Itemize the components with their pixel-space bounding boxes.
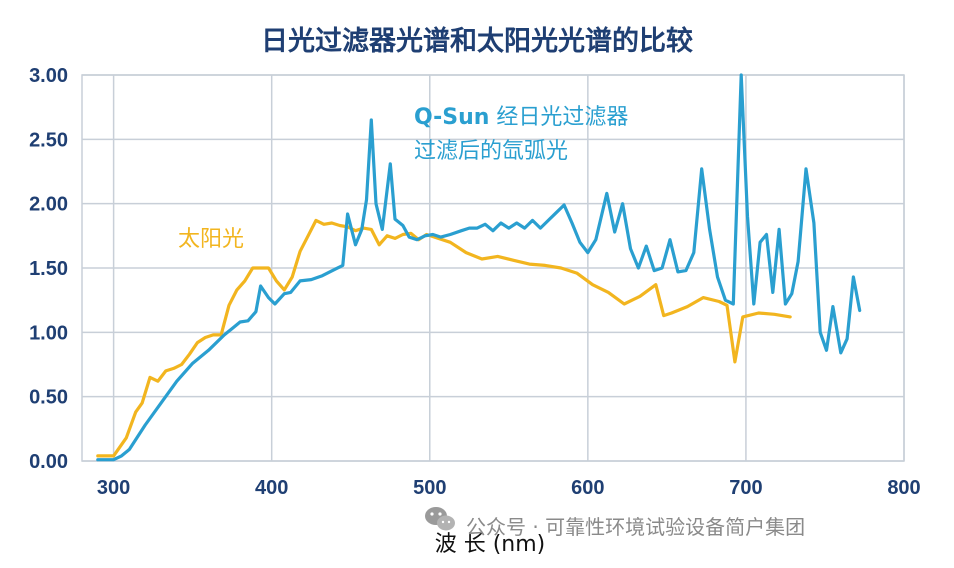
y-tick-label: 2.00 xyxy=(29,194,68,216)
y-tick-label: 0.00 xyxy=(29,451,68,473)
watermark: 公众号 · 可靠性环境试验设备简户集团 xyxy=(425,507,805,539)
xenon-series-annotation-line1: Q-Sun 经日光过滤器 xyxy=(414,105,628,130)
y-tick-label: 0.50 xyxy=(29,387,68,409)
grid-lines xyxy=(82,74,905,462)
xenon-series-name-prefix: Q-Sun xyxy=(414,105,489,130)
xenon-series-annotation-line2: 过滤后的氙弧光 xyxy=(414,139,568,164)
y-tick-label: 1.00 xyxy=(29,322,68,344)
sun-series-annotation: 太阳光 xyxy=(178,227,244,252)
xenon-series-line xyxy=(96,73,862,462)
chart-title: 日光过滤器光谱和太阳光光谱的比较 xyxy=(261,25,693,57)
x-tick-label: 600 xyxy=(571,477,604,499)
y-axis-ticks: 0.00 0.50 1.00 1.50 2.00 2.50 3.00 xyxy=(29,65,68,473)
x-tick-label: 500 xyxy=(413,477,446,499)
wechat-logo-icon xyxy=(425,507,455,531)
x-tick-label: 300 xyxy=(97,477,130,499)
watermark-text: 公众号 · 可靠性环境试验设备简户集团 xyxy=(466,515,805,539)
x-axis-label: 波 长 (nm) xyxy=(435,532,546,557)
y-tick-label: 2.50 xyxy=(29,129,68,151)
x-tick-label: 700 xyxy=(729,477,762,499)
sun-series-line xyxy=(96,218,792,458)
x-tick-label: 400 xyxy=(255,477,288,499)
y-tick-label: 3.00 xyxy=(29,65,68,87)
series-lines xyxy=(96,73,862,462)
x-tick-label: 800 xyxy=(887,477,920,499)
y-tick-label: 1.50 xyxy=(29,258,68,280)
xenon-series-name-suffix: 经日光过滤器 xyxy=(489,105,628,130)
x-axis-ticks: 300 400 500 600 700 800 xyxy=(97,477,921,499)
